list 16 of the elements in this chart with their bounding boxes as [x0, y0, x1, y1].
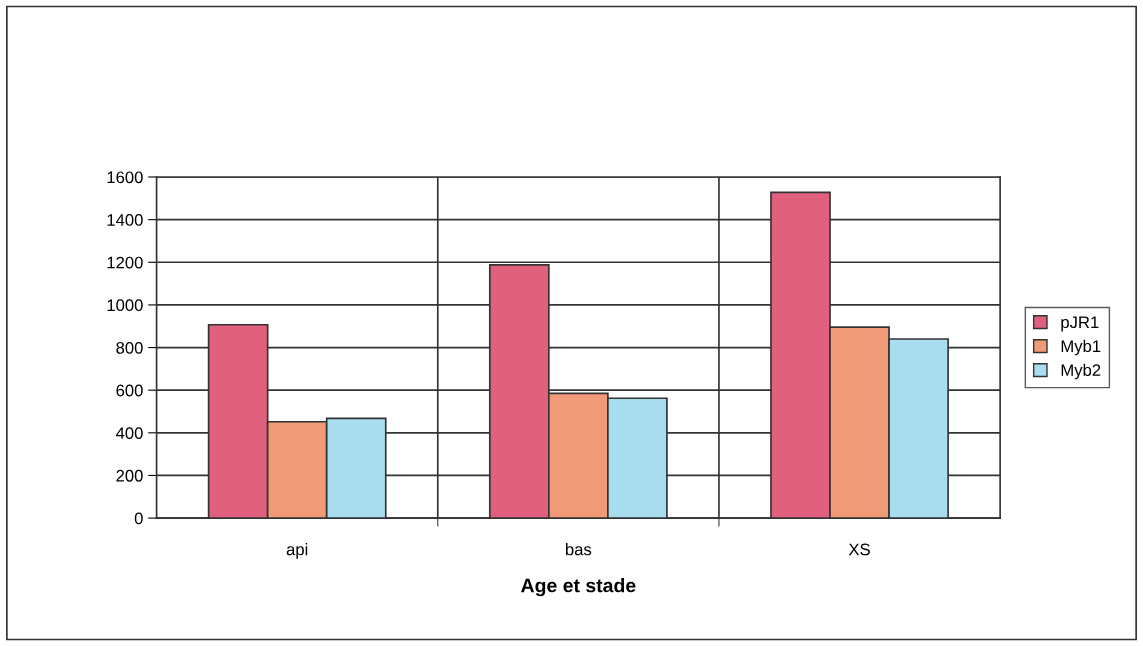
- y-tick-label: 800: [116, 341, 143, 354]
- x-axis-title: Age et stade: [521, 578, 636, 597]
- y-tick-label: 400: [115, 427, 143, 440]
- legend-label: Myb2: [1061, 363, 1101, 380]
- legend-label: pJR1: [1061, 316, 1099, 332]
- legend-label: Myb1: [1061, 339, 1101, 356]
- y-tick-label: 0: [134, 512, 143, 525]
- y-tick-label: 1000: [107, 299, 143, 312]
- y-tick-label: 200: [116, 469, 143, 482]
- x-tick-label: api: [286, 543, 308, 559]
- y-tick-label: 600: [116, 384, 143, 397]
- y-tick-label: 1400: [107, 214, 143, 226]
- y-tick-label: 1600: [107, 171, 143, 184]
- y-tick-label: 1200: [107, 256, 143, 269]
- x-tick-label: XS: [848, 543, 870, 556]
- x-tick-label: bas: [566, 543, 592, 556]
